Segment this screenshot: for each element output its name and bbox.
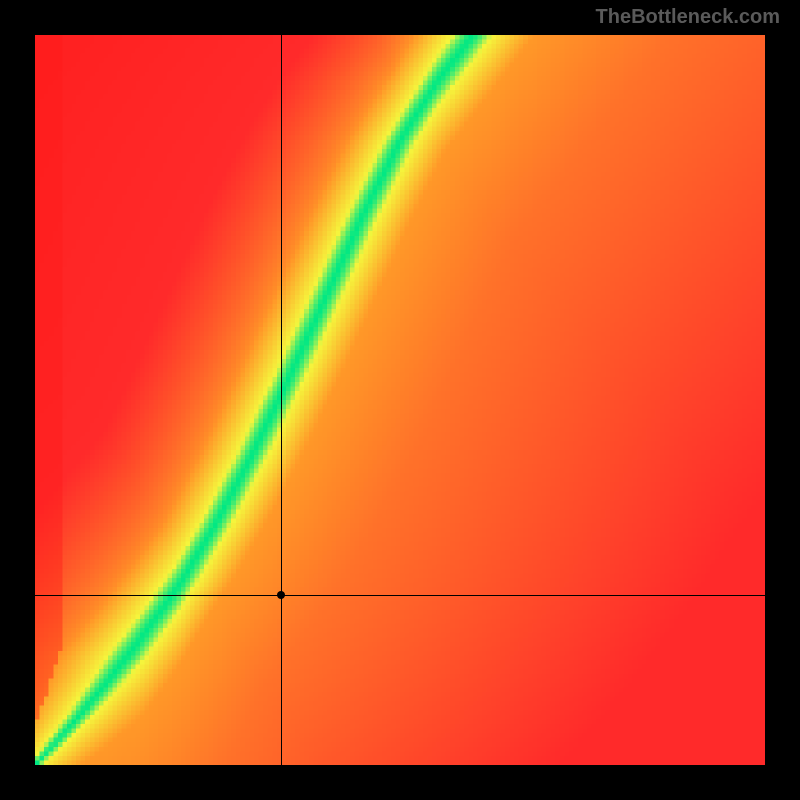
heatmap-canvas — [35, 35, 765, 765]
crosshair-marker — [277, 591, 285, 599]
watermark-text: TheBottleneck.com — [596, 6, 780, 29]
crosshair-horizontal — [35, 595, 765, 596]
crosshair-vertical — [281, 35, 282, 765]
heatmap-plot — [35, 35, 765, 765]
